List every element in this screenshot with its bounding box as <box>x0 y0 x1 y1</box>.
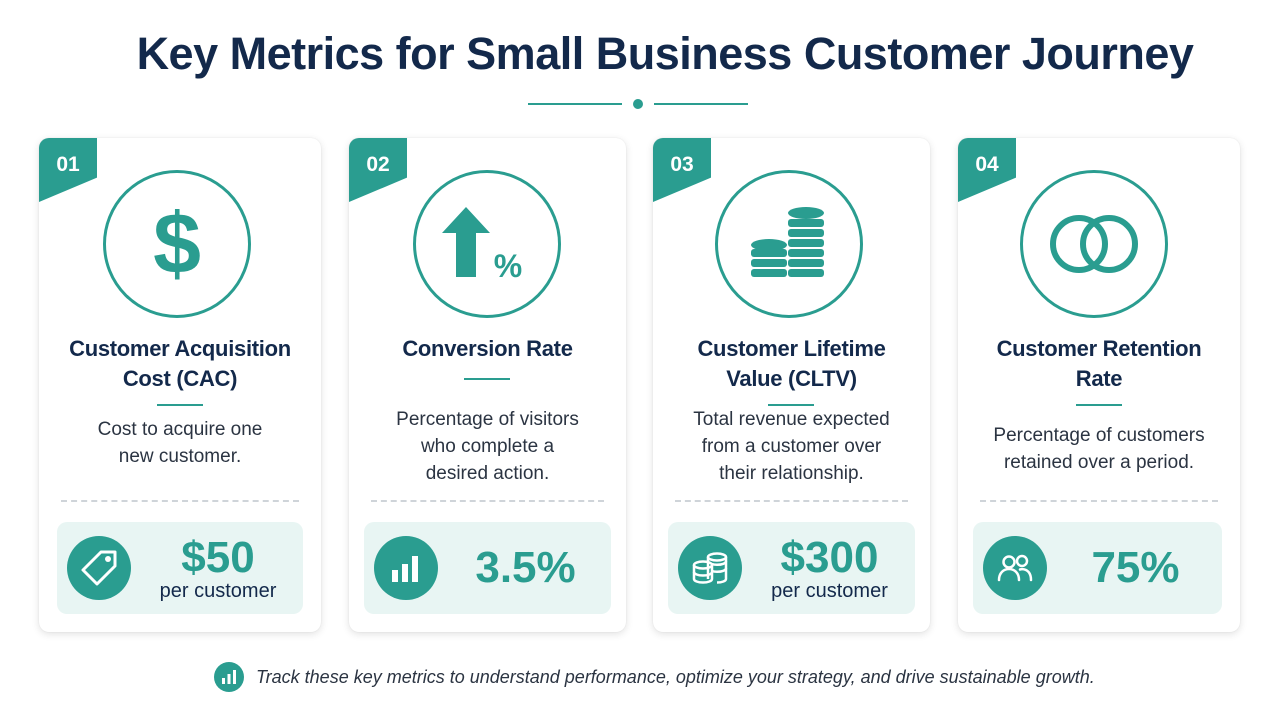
card-title-rule <box>157 404 203 406</box>
metric-card-cltv: 03 Customer Lifetime Value (CLTV) Total … <box>653 138 930 632</box>
footer-note: Track these key metrics to understand pe… <box>214 662 1095 692</box>
users-icon <box>983 536 1047 600</box>
metric-unit: per customer <box>771 580 888 602</box>
interlocking-rings-icon <box>1020 170 1168 318</box>
metric-card-cac: 01 $ Customer Acquisition Cost (CAC) Cos… <box>39 138 321 632</box>
card-title-rule <box>1076 404 1122 406</box>
metric-value: 75% <box>1091 543 1180 592</box>
metric-unit: per customer <box>159 580 277 602</box>
metric-box: 3.5% <box>364 522 611 614</box>
card-divider <box>980 500 1218 502</box>
price-tag-icon <box>67 536 131 600</box>
card-title-rule <box>768 404 814 406</box>
footer-text: Track these key metrics to understand pe… <box>256 666 1095 687</box>
bar-chart-icon <box>214 662 244 692</box>
card-description: Cost to acquire one new customer. <box>97 419 263 467</box>
svg-text:$: $ <box>153 199 201 289</box>
card-divider <box>675 500 908 502</box>
metric-box: $300 per customer <box>668 522 915 614</box>
card-divider <box>371 500 604 502</box>
card-title: Customer Retention Rate <box>996 336 1202 391</box>
metric-value: $50 <box>181 533 255 582</box>
metric-box: 75% <box>973 522 1222 614</box>
card-title: Customer Lifetime Value (CLTV) <box>697 336 886 391</box>
metric-value: $300 <box>780 533 879 582</box>
page-title: Key Metrics for Small Business Customer … <box>136 28 1194 79</box>
card-number: 04 <box>975 153 999 176</box>
card-description: Percentage of visitors who complete a de… <box>396 409 579 484</box>
metric-card-conversion: 02 % Conversion Rate Percentage of visit… <box>349 138 626 632</box>
card-title: Customer Acquisition Cost (CAC) <box>69 336 291 391</box>
card-number: 03 <box>670 153 694 176</box>
metric-box: $50 per customer <box>57 522 303 614</box>
card-number: 02 <box>366 153 390 176</box>
card-divider <box>61 500 299 502</box>
metric-value: 3.5% <box>475 543 576 592</box>
card-number: 01 <box>56 153 80 176</box>
card-description: Percentage of customers retained over a … <box>993 425 1205 473</box>
dollar-sign-icon: $ <box>103 170 251 318</box>
title-divider <box>528 96 748 112</box>
svg-text:%: % <box>494 248 522 284</box>
card-title: Conversion Rate <box>402 336 573 361</box>
bar-chart-icon <box>374 536 438 600</box>
arrow-up-percent-icon: % <box>413 170 561 318</box>
coins-icon <box>678 536 742 600</box>
metric-card-retention: 04 Customer Retention Rate Percentage of… <box>958 138 1240 632</box>
coin-stacks-icon <box>715 170 863 318</box>
card-description: Total revenue expected from a customer o… <box>693 409 890 484</box>
card-title-rule <box>464 378 510 380</box>
